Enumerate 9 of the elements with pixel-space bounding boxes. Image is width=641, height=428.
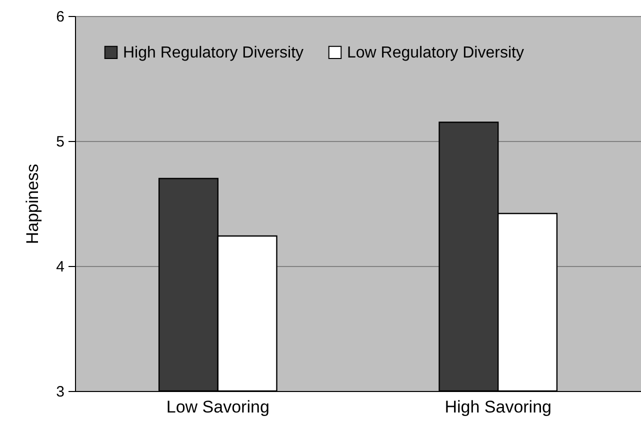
y-tick-label: 5	[56, 134, 64, 150]
legend-label: High Regulatory Diversity	[123, 44, 304, 62]
y-axis-title: Happiness	[23, 164, 42, 244]
x-tick-label: High Savoring	[444, 398, 552, 416]
y-tick-label: 6	[56, 8, 64, 26]
legend-label: Low Regulatory Diversity	[347, 44, 524, 62]
y-tick-label: 3	[56, 384, 64, 400]
x-tick-label: Low Savoring	[166, 398, 270, 416]
y-tick-label: 4	[56, 258, 64, 276]
